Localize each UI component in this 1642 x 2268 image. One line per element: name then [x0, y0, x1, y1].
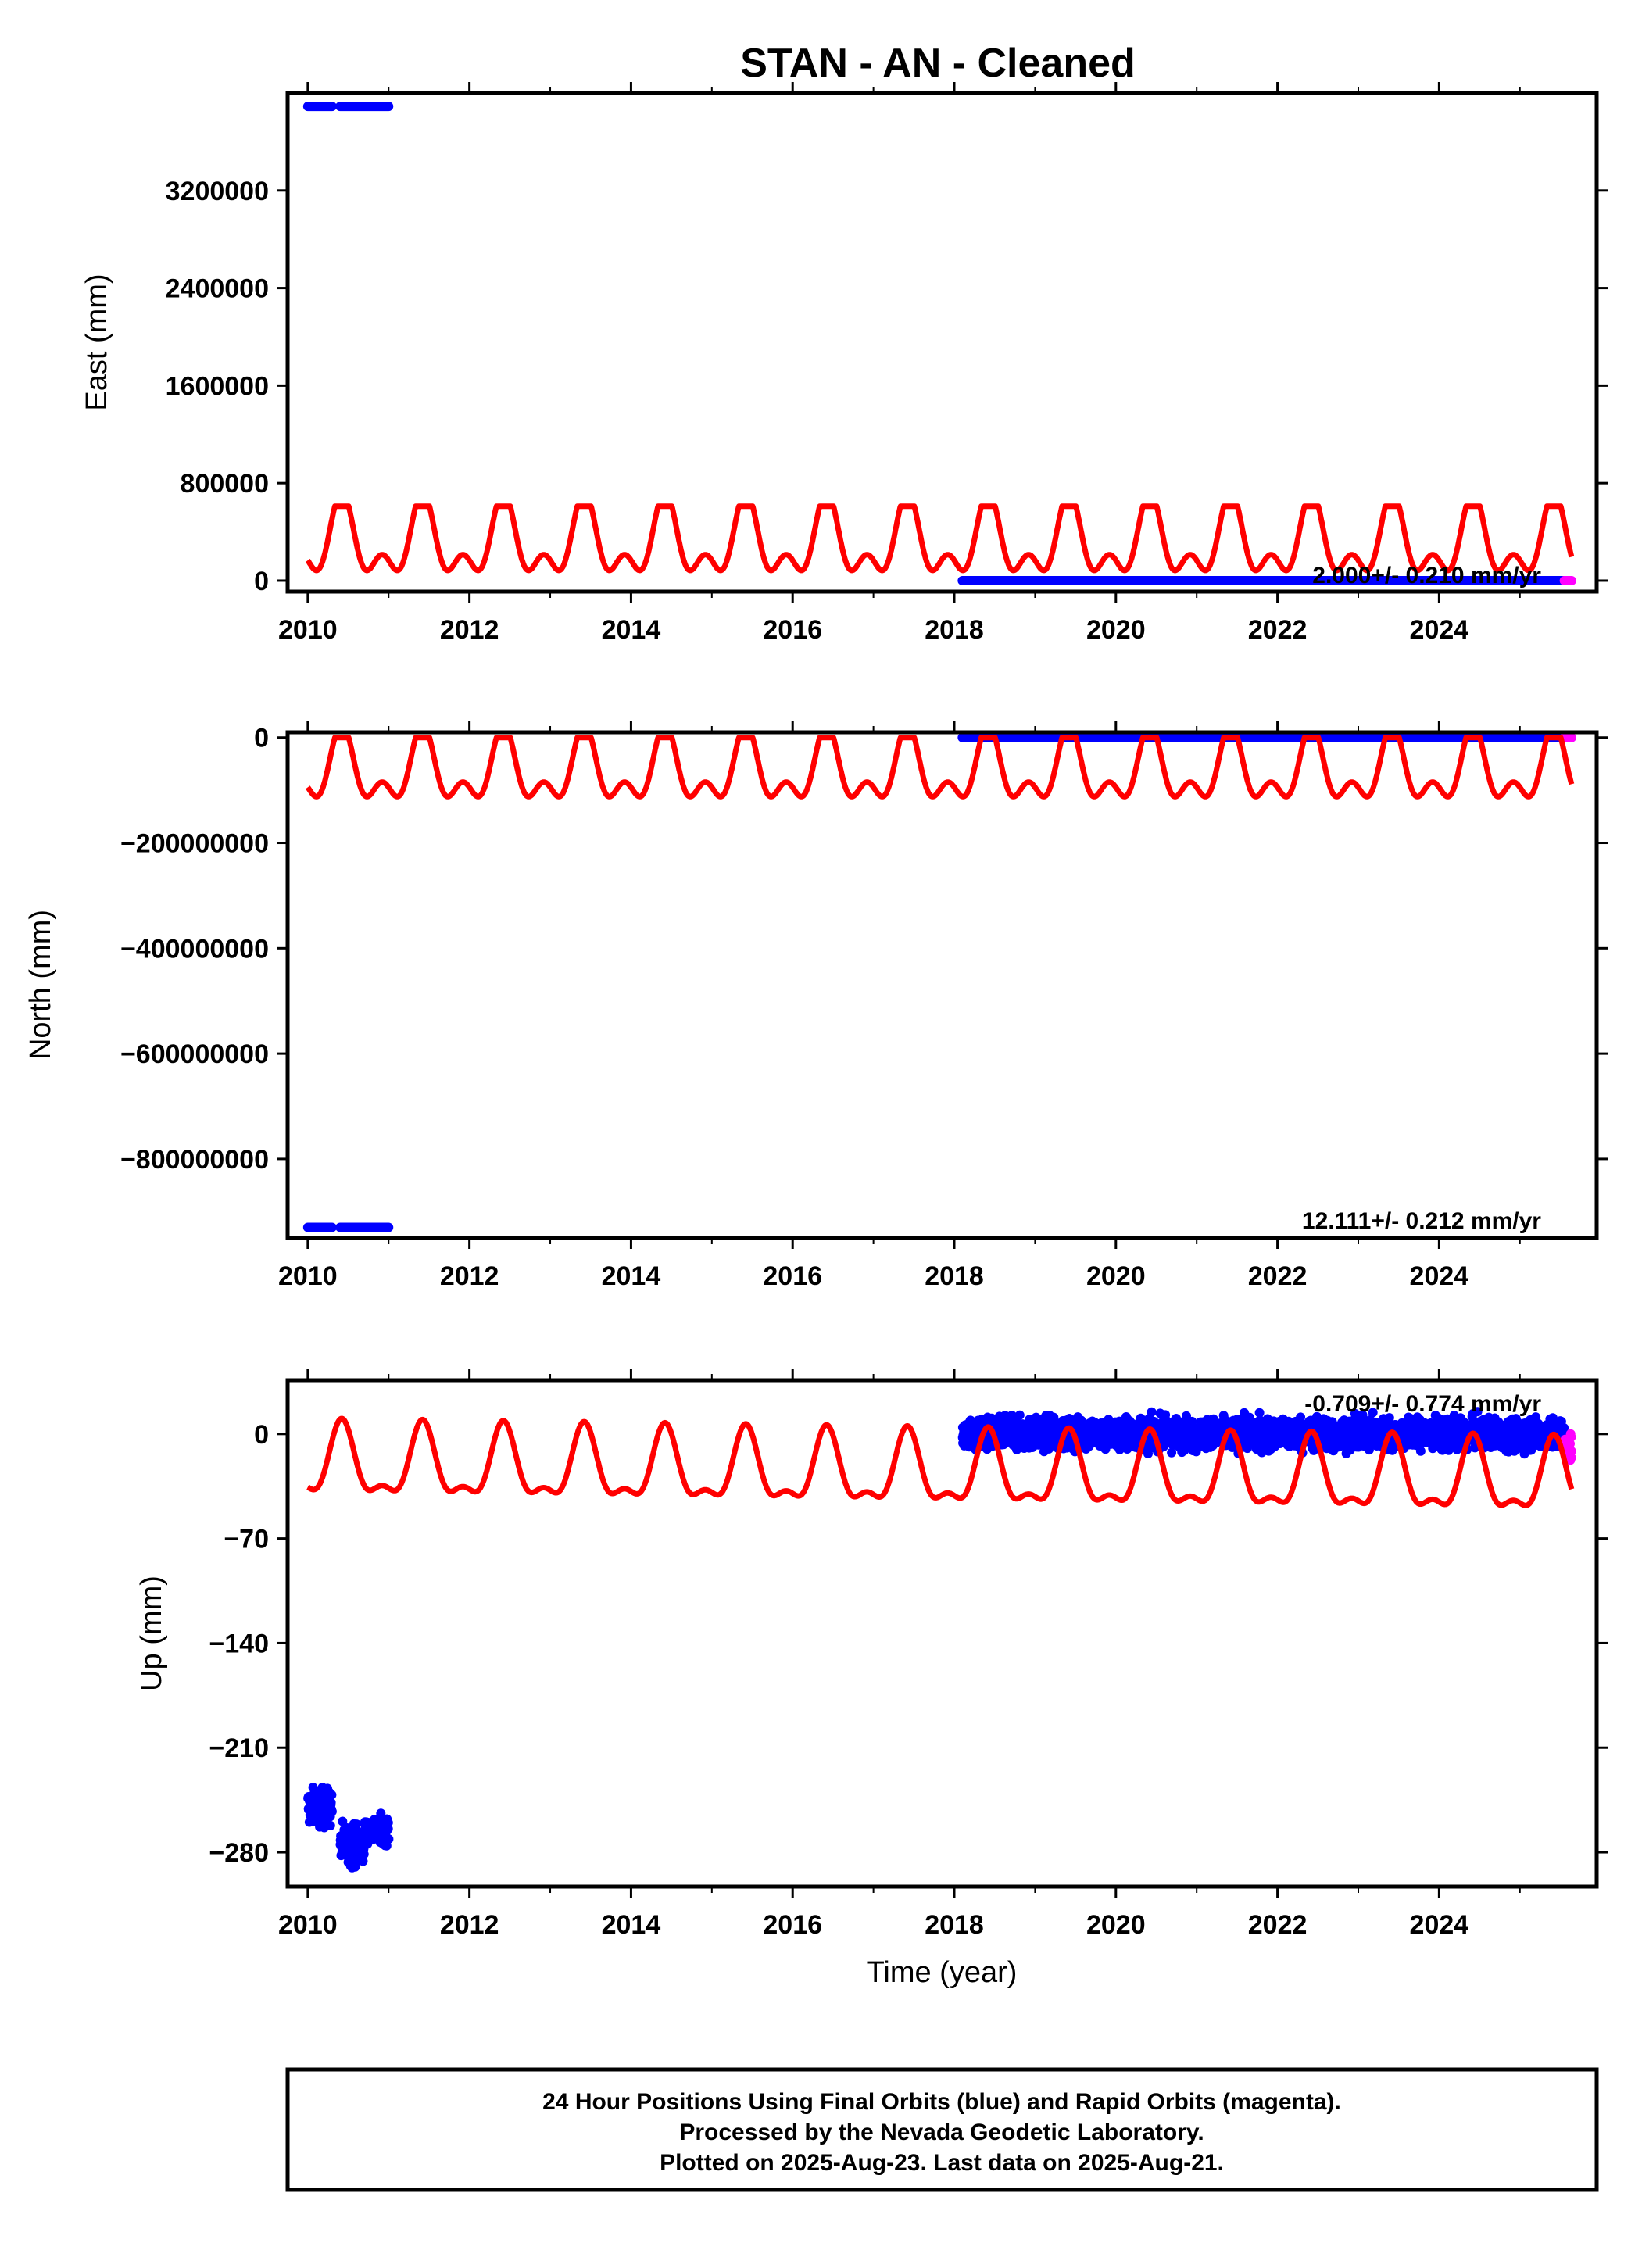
east-x-tick-label: 2016	[763, 615, 822, 645]
up-final-point	[1076, 1415, 1086, 1426]
x-axis-label: Time (year)	[867, 1956, 1018, 1989]
up-final-point	[1368, 1408, 1378, 1418]
up-ticks: 2010 2012 2014 2016 2018 2020 2022 2024 0 −70 −140…	[209, 1369, 1608, 1940]
up-x-tick-label: 2024	[1410, 1910, 1469, 1940]
up-x-tick-label: 2012	[440, 1910, 499, 1940]
east-model-curve	[305, 503, 1575, 574]
north-y-tick-label: −600000000	[120, 1039, 269, 1069]
north-x-tick-label: 2016	[763, 1261, 822, 1291]
east-y-tick-label: 2400000	[166, 274, 269, 304]
up-rapid-point	[1566, 1432, 1576, 1442]
north-model-curve	[305, 735, 1575, 800]
up-x-tick-label: 2016	[763, 1910, 822, 1940]
up-x-tick-label: 2010	[278, 1910, 338, 1940]
north-panel: 2010 2012 2014 2016 2018 2020 2022 2024 0 −200000…	[24, 721, 1608, 1291]
east-ticks: 2010 2012 2014 2016 2018 2020 2022 2024 0 800000 1…	[166, 82, 1608, 645]
north-x-tick-label: 2014	[602, 1261, 661, 1291]
caption-box: 24 Hour Positions Using Final Orbits (bl…	[285, 2067, 1599, 2192]
up-panel: 2010 2012 2014 2016 2018 2020 2022 2024 0 −70 −140…	[135, 1369, 1608, 1989]
north-rate-label: 12.111+/- 0.212 mm/yr	[1302, 1208, 1541, 1234]
up-rate-label: -0.709+/- 0.774 mm/yr	[1304, 1391, 1541, 1417]
up-final-point	[1000, 1411, 1010, 1421]
north-y-tick-label: −400000000	[120, 934, 269, 964]
up-final-point	[1384, 1413, 1394, 1423]
caption-line-3: Plotted on 2025-Aug-23. Last data on 202…	[660, 2150, 1224, 2176]
north-x-tick-label: 2018	[925, 1261, 984, 1291]
up-y-axis-label: Up (mm)	[135, 1576, 168, 1691]
up-final-point	[1296, 1412, 1306, 1422]
east-x-tick-label: 2010	[278, 615, 338, 645]
east-panel: 2010 2012 2014 2016 2018 2020 2022 2024 0 800000 1…	[80, 82, 1608, 645]
up-y-tick-label: −70	[224, 1525, 269, 1554]
north-x-tick-label: 2012	[440, 1261, 499, 1291]
up-final-point	[383, 1818, 393, 1828]
chart-title: STAN - AN - Cleaned	[740, 41, 1136, 86]
up-rapid-point	[1566, 1446, 1576, 1456]
east-y-tick-label: 1600000	[166, 371, 269, 401]
up-final-point	[326, 1798, 336, 1808]
east-x-tick-label: 2022	[1248, 615, 1308, 645]
north-y-tick-label: 0	[254, 724, 269, 753]
north-frame	[285, 730, 1599, 1240]
north-x-tick-label: 2022	[1248, 1261, 1308, 1291]
east-x-tick-label: 2018	[925, 615, 984, 645]
up-model-curve	[305, 1415, 1575, 1508]
east-x-tick-label: 2012	[440, 615, 499, 645]
up-final-point	[359, 1849, 369, 1859]
up-x-tick-label: 2020	[1086, 1910, 1146, 1940]
up-marks	[303, 1407, 1576, 1873]
north-y-tick-label: −200000000	[120, 829, 269, 859]
east-y-tick-label: 800000	[181, 469, 269, 499]
up-y-tick-label: 0	[254, 1420, 269, 1450]
up-final-point	[1187, 1416, 1197, 1426]
north-x-tick-label: 2010	[278, 1261, 338, 1291]
east-y-tick-label: 0	[254, 567, 269, 596]
caption-line-2: Processed by the Nevada Geodetic Laborat…	[679, 2120, 1204, 2145]
up-final-point	[1254, 1408, 1265, 1418]
east-y-axis-label: East (mm)	[80, 274, 113, 410]
up-x-tick-label: 2014	[602, 1910, 661, 1940]
north-x-tick-label: 2024	[1410, 1261, 1469, 1291]
up-frame	[285, 1378, 1599, 1889]
up-final-point	[1415, 1446, 1426, 1456]
east-x-tick-label: 2024	[1410, 615, 1469, 645]
north-y-axis-label: North (mm)	[24, 910, 57, 1060]
caption-line-1: 24 Hour Positions Using Final Orbits (bl…	[542, 2089, 1341, 2115]
caption-frame	[285, 2067, 1599, 2192]
east-frame	[285, 91, 1599, 594]
east-y-tick-label: 3200000	[166, 177, 269, 206]
north-x-tick-label: 2020	[1086, 1261, 1146, 1291]
up-y-tick-label: −140	[209, 1629, 269, 1658]
east-marks	[302, 102, 1576, 585]
north-y-tick-label: −800000000	[120, 1145, 269, 1175]
up-final-point	[358, 1856, 368, 1866]
east-rate-label: 2.000+/- 0.210 mm/yr	[1312, 563, 1541, 588]
up-final-point	[1147, 1407, 1157, 1417]
up-final-point	[338, 1816, 348, 1826]
up-final-point	[1472, 1407, 1483, 1417]
up-final-point	[384, 1834, 394, 1844]
up-final-point	[1014, 1410, 1025, 1420]
north-ticks: 2010 2012 2014 2016 2018 2020 2022 2024 0 −200000…	[120, 721, 1608, 1291]
up-final-point	[1167, 1447, 1177, 1458]
up-x-tick-label: 2022	[1248, 1910, 1308, 1940]
up-final-point	[325, 1820, 335, 1830]
up-y-tick-label: −280	[209, 1838, 269, 1868]
east-x-tick-label: 2020	[1086, 615, 1146, 645]
east-x-tick-label: 2014	[602, 615, 661, 645]
up-x-tick-label: 2018	[925, 1910, 984, 1940]
up-final-point	[327, 1790, 337, 1800]
up-final-point	[327, 1806, 337, 1816]
north-marks	[302, 732, 1576, 1232]
up-y-tick-label: −210	[209, 1733, 269, 1763]
